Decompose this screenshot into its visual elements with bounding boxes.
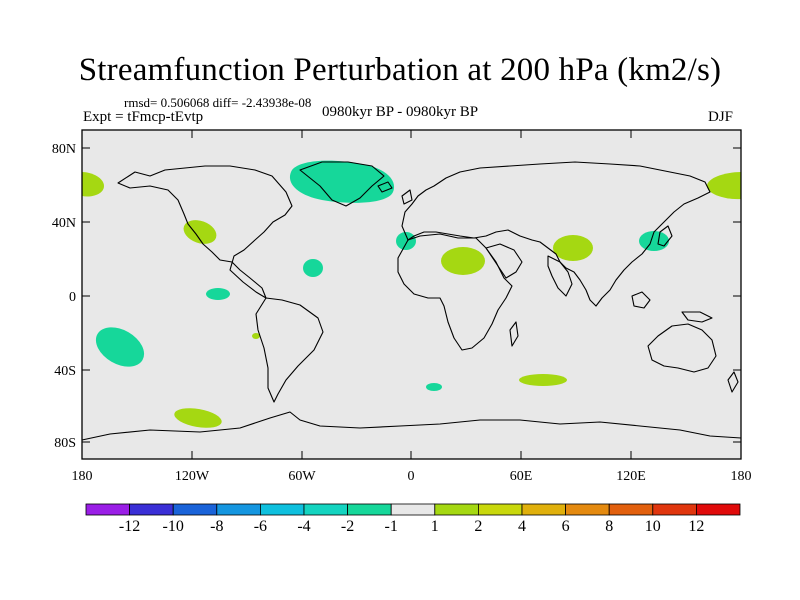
colorbar-label: -1 [384,518,398,535]
colorbar-label: -4 [297,518,311,535]
colorbar-label: -12 [118,518,141,535]
coast-britain [401,189,413,205]
colorbar-swatch [565,503,610,516]
chart-title: Streamfunction Perturbation at 200 hPa (… [78,52,722,88]
colorbar-label: 6 [561,518,570,535]
lat-label-0: 0 [69,290,76,305]
lat-ticks [82,147,741,443]
coast-new-zealand [727,371,739,393]
lon-label-180e: 180 [731,469,752,484]
colorbar-swatch [347,503,392,516]
coast-eurasia [401,161,711,307]
map-background [82,130,741,459]
colorbar-swatch [172,503,218,516]
anomaly-south-pacific-negative [95,327,145,367]
colorbar-label: 4 [518,518,526,535]
colorbar-label: -8 [210,518,224,535]
anomaly-south-pacific-positive [174,408,222,428]
colorbar-label: 10 [644,518,661,535]
anomaly-kamchatka-positive [707,172,741,200]
coast-madagascar [509,321,519,347]
anomaly-small-pacific-positive [252,333,260,339]
period-label: 0980kyr BP - 0980kyr BP [322,104,479,120]
colorbar-swatch [477,503,523,516]
stats-line: rmsd= 0.506068 diff= -2.43938e-08 [124,95,312,110]
coast-japan [657,225,673,247]
lon-label-0: 0 [408,469,415,484]
colorbar-swatch [390,503,436,516]
lat-label-40n: 40N [52,216,76,231]
anomaly-california-positive [183,220,217,244]
coast-south-america [255,297,324,403]
lon-label-60w: 60W [288,469,316,484]
colorbar-label: -2 [340,518,355,535]
anomaly-southern-ocean-positive [519,374,567,386]
coast-antarctica [81,411,742,441]
colorbar-swatch [696,503,741,516]
lat-label-40s: 40S [54,364,76,379]
anomaly-india-positive [553,235,593,261]
lon-ticks [81,130,742,459]
anomaly-sahara-positive [441,247,485,275]
colorbar-swatch [652,503,697,516]
colorbar-swatch [608,503,654,516]
colorbar-swatch [303,503,348,516]
colorbar-label: 12 [688,518,705,535]
anomaly-layer [82,160,741,428]
lon-label-180w: 180 [72,469,93,484]
colorbar-swatch [216,503,261,516]
lat-label-80n: 80N [52,142,76,157]
anomaly-west-africa-negative [396,232,416,250]
colorbar-swatch [85,503,130,516]
anomaly-east-pacific-negative [206,288,230,300]
coast-arabia [485,243,523,279]
colorbar-label: 8 [605,518,614,535]
lon-label-60e: 60E [510,469,533,484]
anomaly-south-atlantic-negative [426,383,442,391]
colorbar-swatch [129,503,174,516]
colorbar-swatch [434,503,479,516]
colorbar-label: -6 [253,518,268,535]
colorbar-label: -10 [162,518,184,535]
lon-labels: 180 120W 60W 0 60E 120E 180 [72,469,752,484]
colorbar-label: 2 [474,518,483,535]
lat-label-80s: 80S [54,436,76,451]
coast-australia [647,323,717,373]
anomaly-japan-negative [639,231,669,251]
colorbar-label: 1 [430,518,439,535]
coast-africa [397,233,513,351]
coast-new-guinea [681,311,713,323]
lon-label-120e: 120E [616,469,646,484]
coast-india [547,255,573,297]
anomaly-greenland-negative [289,160,395,203]
colorbar-swatch [259,503,305,516]
coast-borneo [631,291,651,309]
coast-north-america [117,165,293,299]
colorbar-swatch [521,503,566,516]
lon-label-120w: 120W [175,469,210,484]
season-label: DJF [708,109,734,125]
anomaly-atlantic-negative [303,259,323,277]
anomaly-alaska-west-positive [82,172,104,197]
coast-iceland [377,181,393,193]
coast-greenland [299,161,385,207]
experiment-label: Expt = tFmcp-tEvtp [83,109,204,125]
lat-labels: 80N 40N 0 40S 80S [52,142,76,451]
coastlines [81,161,742,441]
colorbar [85,503,741,516]
